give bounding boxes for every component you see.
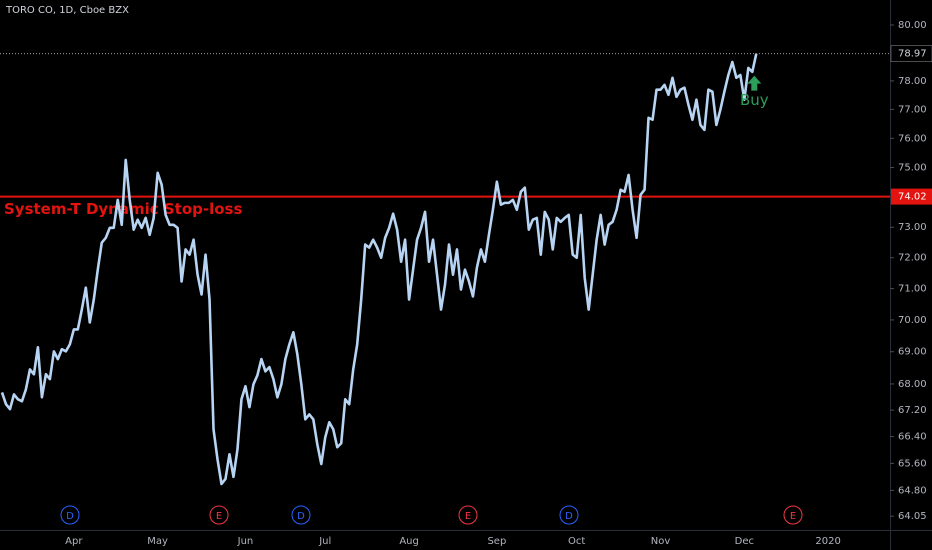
x-tick-label: 2020 <box>815 536 840 547</box>
event-marker <box>458 505 478 525</box>
event-marker <box>209 505 229 525</box>
x-tick-label: Aug <box>399 536 419 547</box>
y-tick-label: 72.00 <box>898 253 927 264</box>
price-line <box>0 53 758 486</box>
x-tick-label: Apr <box>65 536 83 547</box>
event-label: D <box>66 511 74 522</box>
y-tick-label: 73.00 <box>898 222 927 233</box>
x-tick-label: Nov <box>651 536 671 547</box>
y-tick-label: 80.00 <box>898 20 927 31</box>
y-tick-label: 66.40 <box>898 432 927 443</box>
x-tick-label: Jul <box>318 536 331 547</box>
y-tick-label: 69.00 <box>898 347 927 358</box>
event-label: D <box>565 511 573 522</box>
event-marker <box>291 505 311 525</box>
chart-title: TORO CO, 1D, Cboe BZX <box>5 5 129 16</box>
event-marker <box>60 505 80 525</box>
buy-arrow <box>747 75 762 91</box>
x-tick-label: Jun <box>237 536 254 547</box>
x-tick-label: Dec <box>735 536 754 547</box>
stop-loss-price-label: 74.02 <box>898 192 927 203</box>
event-marker <box>559 505 579 525</box>
event-label: D <box>297 511 305 522</box>
x-tick-label: May <box>147 536 168 547</box>
y-tick-label: 68.00 <box>898 379 927 390</box>
event-label: E <box>465 511 471 522</box>
last-price-box <box>890 45 932 62</box>
y-tick-label: 64.05 <box>898 511 927 522</box>
buy-label: Buy <box>740 91 769 109</box>
x-tick-label: Oct <box>568 536 585 547</box>
y-tick-label: 78.00 <box>898 76 927 87</box>
x-tick-label: Sep <box>487 536 506 547</box>
y-tick-label: 67.20 <box>898 405 927 416</box>
event-label: E <box>216 511 222 522</box>
y-tick-label: 77.00 <box>898 104 927 115</box>
y-tick-label: 76.00 <box>898 133 927 144</box>
stop-loss-price-box <box>891 188 932 205</box>
event-marker <box>783 505 803 525</box>
event-label: E <box>790 511 796 522</box>
y-tick-label: 65.60 <box>898 458 927 469</box>
last-price-label: 78.97 <box>898 49 927 60</box>
y-tick-label: 71.00 <box>898 284 927 295</box>
y-tick-label: 64.80 <box>898 485 927 496</box>
y-tick-label: 75.00 <box>898 163 927 174</box>
y-tick-label: 70.00 <box>898 315 927 326</box>
